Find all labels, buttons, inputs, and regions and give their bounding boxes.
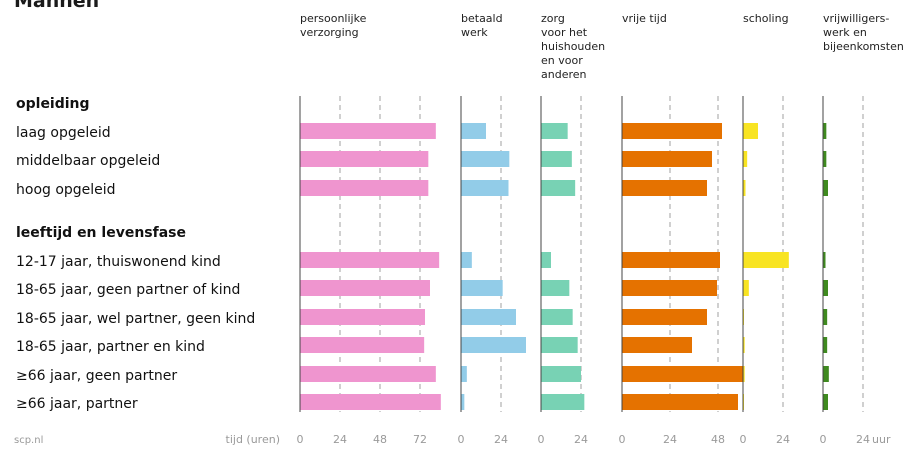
bar: [300, 394, 441, 410]
row-label: 18-65 jaar, partner en kind: [16, 339, 205, 355]
panel-header: persoonlijke: [300, 12, 367, 25]
bar: [461, 309, 516, 325]
bar: [461, 123, 486, 139]
bar: [541, 151, 572, 167]
row-label: laag opgeleid: [16, 125, 111, 141]
bar: [622, 337, 692, 353]
bar: [743, 337, 745, 353]
bar: [622, 123, 722, 139]
bar: [823, 309, 828, 325]
bar: [300, 309, 425, 325]
row-label: middelbaar opgeleid: [16, 153, 160, 169]
tick-label: 0: [458, 433, 465, 446]
bar: [622, 180, 707, 196]
group-heading: opleiding: [16, 96, 90, 112]
panel-header: werk en: [823, 26, 867, 39]
bar: [461, 394, 465, 410]
unit-label: uur: [872, 433, 891, 446]
bar: [622, 309, 707, 325]
row-label: 12-17 jaar, thuiswonend kind: [16, 254, 221, 270]
row-label: ≥66 jaar, partner: [16, 396, 138, 412]
panel-header: en voor: [541, 54, 583, 67]
bar: [743, 151, 748, 167]
bar: [541, 280, 570, 296]
bar: [823, 180, 828, 196]
row-label: 18-65 jaar, geen partner of kind: [16, 282, 240, 298]
source-label: scp.nl: [14, 435, 43, 446]
panel-header: scholing: [743, 12, 789, 25]
bar: [541, 180, 576, 196]
bar: [300, 337, 425, 353]
group-heading: leeftijd en levensfase: [16, 225, 186, 241]
bar: [743, 280, 749, 296]
bar: [541, 123, 568, 139]
bar: [461, 180, 509, 196]
panel-header: voor het: [541, 26, 588, 39]
bar: [622, 252, 720, 268]
bar: [743, 123, 758, 139]
bar: [461, 252, 472, 268]
bar: [461, 337, 526, 353]
bar: [541, 366, 581, 382]
bar: [461, 366, 467, 382]
panel-header: betaald: [461, 12, 503, 25]
bar: [823, 394, 828, 410]
bar: [622, 394, 738, 410]
panel-header: huishouden: [541, 40, 605, 53]
bar: [300, 151, 429, 167]
tick-label: 72: [413, 433, 427, 446]
bar: [743, 366, 745, 382]
tick-label: 48: [373, 433, 387, 446]
tick-label: 0: [740, 433, 747, 446]
panel-header: bijeenkomsten: [823, 40, 904, 53]
tick-label: 0: [820, 433, 827, 446]
bar: [823, 366, 829, 382]
bar: [300, 366, 436, 382]
bar: [823, 252, 826, 268]
bar: [622, 280, 717, 296]
tick-label: 0: [297, 433, 304, 446]
panel-header: vrije tijd: [622, 12, 667, 25]
bar: [541, 394, 585, 410]
row-label: hoog opgeleid: [16, 182, 116, 198]
bar: [300, 180, 429, 196]
tick-label: 0: [538, 433, 545, 446]
bar: [823, 337, 828, 353]
panel-header: vrijwilligers-: [823, 12, 889, 25]
row-label: 18-65 jaar, wel partner, geen kind: [16, 311, 255, 327]
bar: [300, 252, 440, 268]
bar: [743, 180, 746, 196]
bar: [541, 252, 551, 268]
panel-header: werk: [461, 26, 488, 39]
panel-header: verzorging: [300, 26, 359, 39]
bar: [622, 151, 712, 167]
tick-label: 24: [856, 433, 870, 446]
axis-caption: tijd (uren): [226, 433, 280, 446]
bar: [461, 151, 510, 167]
panel-header: anderen: [541, 68, 587, 81]
bar: [300, 280, 430, 296]
tick-label: 0: [619, 433, 626, 446]
bar: [461, 280, 503, 296]
bar: [823, 280, 828, 296]
bar: [541, 337, 578, 353]
tick-label: 48: [711, 433, 725, 446]
tick-label: 24: [494, 433, 508, 446]
bar: [300, 123, 436, 139]
bar: [823, 151, 827, 167]
tick-label: 24: [574, 433, 588, 446]
tick-label: 24: [663, 433, 677, 446]
page-title: Mannen: [14, 0, 100, 12]
tick-label: 24: [776, 433, 790, 446]
bar: [622, 366, 743, 382]
row-label: ≥66 jaar, geen partner: [16, 368, 177, 384]
bar: [541, 309, 573, 325]
tick-label: 24: [333, 433, 347, 446]
panel-header: zorg: [541, 12, 565, 25]
bar: [823, 123, 827, 139]
bar: [743, 252, 789, 268]
